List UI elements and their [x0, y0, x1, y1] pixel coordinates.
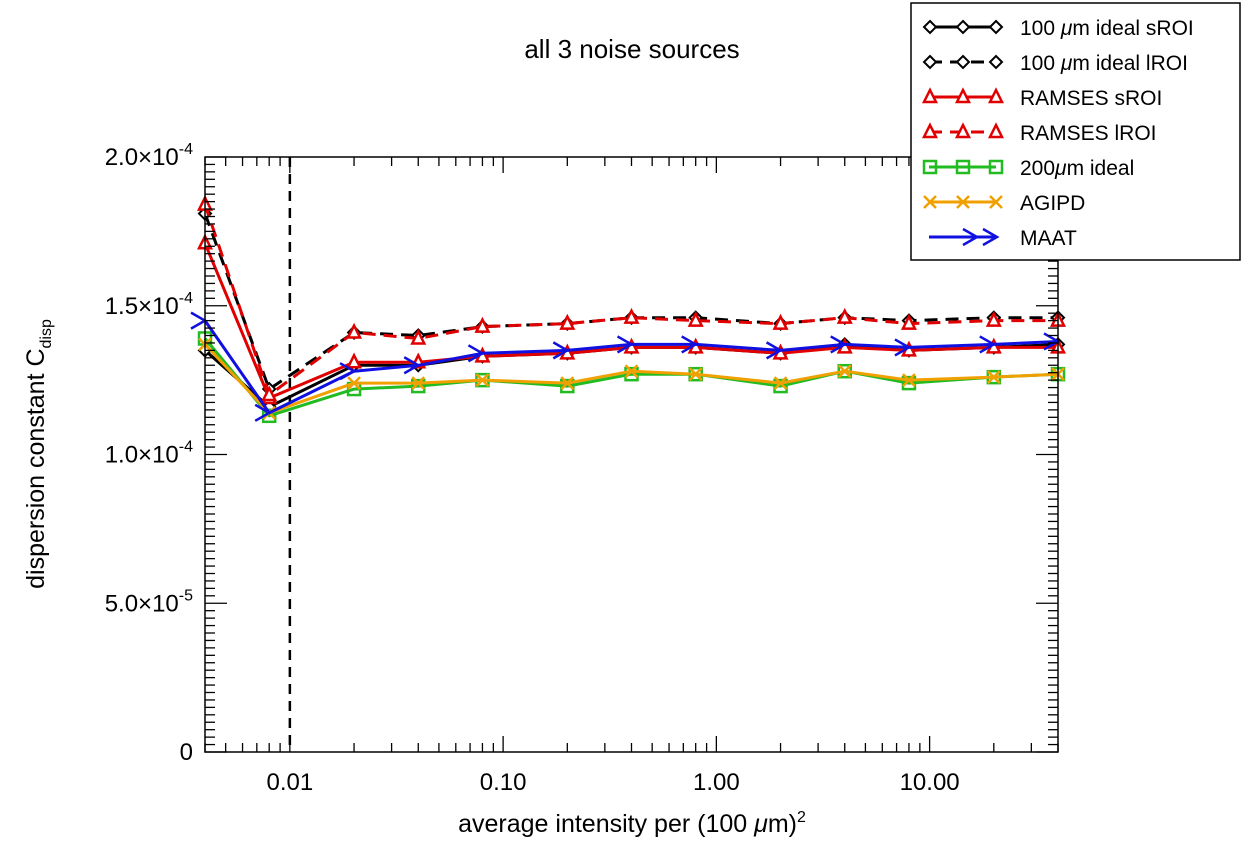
data-point	[552, 341, 570, 360]
legend-marker	[955, 159, 971, 175]
legend-marker	[989, 195, 1003, 209]
data-point	[979, 335, 997, 354]
legend-marker	[987, 87, 1005, 104]
data-point	[474, 316, 491, 333]
legend-label: RAMSES lROI	[1020, 122, 1157, 145]
x-tick-label: 10.00	[900, 769, 960, 796]
data-point	[616, 335, 635, 354]
data-point	[900, 313, 917, 330]
data-point	[346, 322, 363, 339]
data-point	[347, 376, 361, 390]
data-point	[254, 403, 272, 422]
legend-marker	[921, 87, 939, 104]
y-tick-label: 1.5×10-4	[105, 290, 193, 320]
legend-marker	[922, 159, 938, 175]
series-line-6	[203, 319, 1059, 415]
legend-label: 200μm ideal	[1020, 157, 1134, 180]
x-tick-label: 1.00	[693, 769, 740, 796]
y-axis-label: dispersion constant Cdisp	[22, 319, 55, 589]
data-point	[765, 341, 784, 360]
legend-item-2: RAMSES sROI	[921, 87, 1162, 110]
y-tick-label: 0	[180, 739, 193, 766]
legend-item-4: 200μm ideal	[922, 157, 1134, 180]
legend-marker	[954, 87, 972, 104]
series-6	[190, 311, 1061, 422]
legend-marker	[954, 122, 972, 139]
data-point	[623, 307, 640, 324]
data-point	[403, 356, 421, 375]
legend-marker	[956, 195, 970, 209]
data-point	[830, 335, 848, 354]
chart-title: all 3 noise sources	[524, 34, 739, 64]
data-point	[190, 311, 208, 330]
data-point	[411, 376, 426, 390]
data-point	[475, 373, 490, 388]
legend-marker	[988, 159, 1004, 175]
data-point	[261, 385, 278, 402]
data-point	[681, 335, 699, 354]
data-point	[986, 370, 1001, 385]
legend-marker	[988, 54, 1004, 70]
series-2	[196, 233, 1067, 405]
legend-label: MAAT	[1020, 227, 1077, 250]
legend-marker	[962, 227, 980, 247]
data-point	[346, 352, 363, 369]
legend-item-5: AGIPD	[923, 192, 1085, 215]
data-point	[837, 364, 852, 379]
data-point	[624, 366, 639, 382]
legend-item-0: 100 μm ideal sROI	[922, 17, 1194, 40]
legend-item-1: 100 μm ideal lROI	[922, 52, 1188, 75]
data-point	[410, 328, 427, 345]
x-axis-label: average intensity per (100 μm)2	[458, 809, 806, 838]
legend-label: 100 μm ideal sROI	[1020, 17, 1194, 40]
legend-marker	[955, 19, 971, 35]
legend-marker	[955, 54, 971, 70]
data-point	[624, 364, 639, 379]
data-point	[559, 313, 576, 330]
data-point	[773, 378, 788, 394]
y-tick-label: 1.0×10-4	[105, 439, 193, 469]
data-point	[985, 310, 1002, 327]
data-point	[339, 362, 357, 381]
legend-marker	[988, 19, 1004, 35]
x-tick-label: 0.10	[480, 769, 527, 796]
series-line-4	[203, 337, 1059, 418]
legend-item-6: MAAT	[929, 227, 1077, 250]
data-point	[467, 344, 485, 363]
legend-label: AGIPD	[1020, 192, 1085, 215]
legend-marker	[987, 122, 1005, 139]
data-point	[901, 375, 917, 391]
data-point	[560, 378, 575, 394]
legend-marker	[982, 227, 1000, 247]
y-tick-label: 5.0×10-5	[105, 587, 193, 617]
legend-item-3: RAMSES lROI	[921, 122, 1157, 145]
data-point	[687, 310, 704, 327]
legend-marker	[922, 54, 938, 70]
y-tick-label: 2.0×10-4	[105, 141, 193, 171]
legend-label: RAMSES sROI	[1020, 87, 1162, 110]
data-point	[773, 376, 788, 390]
data-point	[902, 373, 916, 388]
data-point	[688, 367, 703, 382]
x-tick-label: 0.01	[267, 769, 314, 796]
data-point	[836, 307, 853, 324]
legend-label: 100 μm ideal lROI	[1020, 52, 1188, 75]
legend-marker	[922, 19, 938, 35]
data-point	[772, 313, 789, 330]
data-point	[411, 378, 426, 394]
legend-marker	[923, 195, 937, 209]
data-point	[894, 338, 912, 357]
legend-marker	[921, 122, 939, 139]
data-point	[560, 376, 575, 390]
